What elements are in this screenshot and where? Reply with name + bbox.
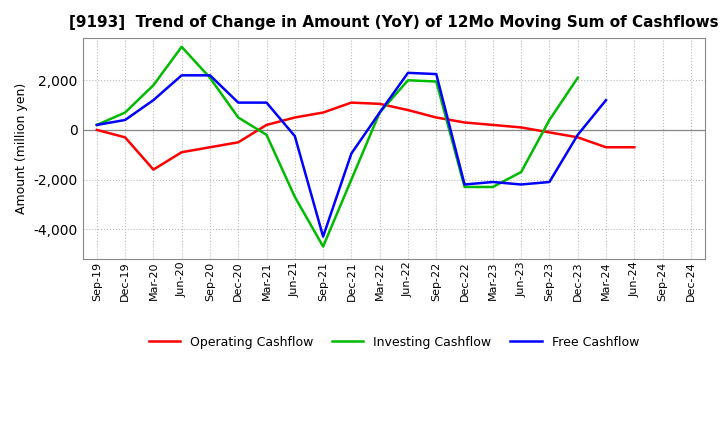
Operating Cashflow	[177, 150, 186, 155]
Free Cashflow	[489, 180, 498, 185]
Free Cashflow	[404, 70, 413, 76]
Investing Cashflow	[432, 79, 441, 84]
Operating Cashflow	[149, 167, 158, 172]
Operating Cashflow	[319, 110, 328, 115]
Operating Cashflow	[602, 145, 611, 150]
Legend: Operating Cashflow, Investing Cashflow, Free Cashflow: Operating Cashflow, Investing Cashflow, …	[144, 331, 644, 354]
Operating Cashflow	[92, 127, 101, 132]
Operating Cashflow	[347, 100, 356, 105]
Y-axis label: Amount (million yen): Amount (million yen)	[15, 83, 28, 214]
Free Cashflow	[432, 71, 441, 77]
Operating Cashflow	[234, 139, 243, 145]
Investing Cashflow	[149, 83, 158, 88]
Line: Operating Cashflow: Operating Cashflow	[96, 103, 634, 169]
Free Cashflow	[234, 100, 243, 105]
Investing Cashflow	[573, 75, 582, 81]
Free Cashflow	[121, 117, 130, 123]
Investing Cashflow	[489, 184, 498, 190]
Operating Cashflow	[432, 115, 441, 120]
Investing Cashflow	[177, 44, 186, 49]
Investing Cashflow	[319, 244, 328, 249]
Operating Cashflow	[206, 145, 215, 150]
Free Cashflow	[517, 182, 526, 187]
Free Cashflow	[262, 100, 271, 105]
Investing Cashflow	[262, 132, 271, 138]
Investing Cashflow	[545, 117, 554, 123]
Operating Cashflow	[375, 101, 384, 106]
Line: Investing Cashflow: Investing Cashflow	[96, 47, 577, 246]
Operating Cashflow	[630, 145, 639, 150]
Operating Cashflow	[545, 130, 554, 135]
Free Cashflow	[206, 73, 215, 78]
Investing Cashflow	[460, 184, 469, 190]
Investing Cashflow	[347, 177, 356, 182]
Line: Free Cashflow: Free Cashflow	[96, 73, 606, 237]
Investing Cashflow	[206, 75, 215, 81]
Operating Cashflow	[404, 107, 413, 113]
Free Cashflow	[602, 98, 611, 103]
Free Cashflow	[347, 151, 356, 156]
Free Cashflow	[92, 122, 101, 128]
Investing Cashflow	[404, 77, 413, 83]
Free Cashflow	[177, 73, 186, 78]
Title: [9193]  Trend of Change in Amount (YoY) of 12Mo Moving Sum of Cashflows: [9193] Trend of Change in Amount (YoY) o…	[69, 15, 719, 30]
Free Cashflow	[319, 234, 328, 239]
Investing Cashflow	[92, 122, 101, 128]
Free Cashflow	[290, 133, 299, 139]
Free Cashflow	[149, 98, 158, 103]
Operating Cashflow	[517, 125, 526, 130]
Operating Cashflow	[489, 122, 498, 128]
Investing Cashflow	[375, 110, 384, 115]
Investing Cashflow	[121, 110, 130, 115]
Free Cashflow	[545, 180, 554, 185]
Free Cashflow	[460, 182, 469, 187]
Free Cashflow	[573, 132, 582, 138]
Investing Cashflow	[517, 169, 526, 175]
Operating Cashflow	[573, 135, 582, 140]
Free Cashflow	[375, 110, 384, 115]
Operating Cashflow	[460, 120, 469, 125]
Investing Cashflow	[290, 194, 299, 199]
Operating Cashflow	[290, 115, 299, 120]
Investing Cashflow	[234, 115, 243, 120]
Operating Cashflow	[262, 122, 271, 128]
Operating Cashflow	[121, 135, 130, 140]
